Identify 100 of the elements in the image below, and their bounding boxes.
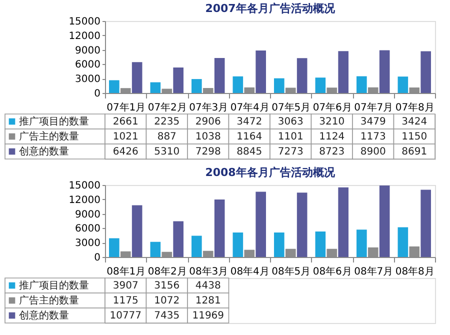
data-label: 3472	[236, 116, 262, 128]
data-label: 3063	[278, 116, 304, 128]
data-label: 1175	[112, 296, 138, 306]
bar	[338, 187, 348, 257]
bar	[274, 232, 284, 257]
data-label: 1164	[236, 132, 262, 142]
data-label: 5310	[154, 146, 180, 158]
bar	[109, 238, 120, 257]
data-label: 1150	[402, 132, 428, 142]
x-tick-label: 08年3月	[189, 266, 228, 278]
legend-label: 推广项目的数量	[19, 116, 89, 128]
legend-label: 推广项目的数量	[19, 280, 89, 292]
y-tick-label: 9000	[75, 45, 100, 56]
x-tick-label: 08年5月	[272, 266, 311, 278]
data-label: 7298	[195, 146, 221, 158]
data-label: 6426	[112, 146, 138, 158]
x-tick-label: 07年2月	[148, 102, 187, 114]
data-label: 3156	[154, 280, 180, 292]
x-tick-label: 07年3月	[189, 102, 228, 114]
x-tick-label: 08年1月	[106, 266, 146, 278]
data-label: 1173	[360, 132, 386, 142]
data-label: 3210	[319, 116, 345, 128]
y-tick-label: 6000	[75, 60, 100, 71]
y-tick-label: 3000	[75, 238, 100, 250]
x-tick-label: 08年6月	[312, 266, 352, 278]
bar	[274, 78, 284, 93]
data-label: 8900	[360, 146, 386, 158]
x-tick-label: 07年5月	[272, 102, 311, 114]
data-label: 3479	[360, 116, 386, 128]
data-label: 1072	[154, 296, 180, 306]
data-label: 3907	[112, 280, 138, 292]
data-label: 1281	[195, 296, 221, 306]
data-label: 2661	[112, 116, 138, 128]
x-tick-label: 08年2月	[148, 266, 187, 278]
legend-label: 广告主的数量	[19, 294, 79, 306]
bar	[256, 50, 266, 93]
bar	[296, 192, 308, 257]
chart-title: 2007年各月广告活动概况	[205, 2, 336, 15]
y-tick-label: 15000	[68, 16, 100, 28]
data-label: 887	[157, 132, 176, 142]
bar	[150, 242, 161, 257]
data-label: 2235	[154, 116, 180, 128]
data-label: 7273	[278, 146, 304, 158]
x-tick-label: 07年8月	[395, 102, 434, 114]
y-tick-label: 3000	[75, 74, 100, 86]
data-label: 4438	[195, 280, 221, 292]
y-tick-label: 9000	[75, 209, 100, 220]
x-tick-label: 07年6月	[312, 102, 352, 114]
legend-label: 创意的数量	[19, 310, 69, 322]
bar	[109, 80, 120, 93]
data-label: 1038	[195, 132, 221, 142]
data-label: 11969	[192, 310, 224, 322]
x-tick-label: 07年1月	[106, 102, 146, 114]
x-tick-label: 07年4月	[230, 102, 270, 114]
data-label: 2906	[195, 116, 221, 128]
x-tick-label: 08年7月	[354, 266, 394, 278]
bar	[420, 51, 431, 93]
bar	[232, 232, 244, 257]
legend-label: 创意的数量	[19, 146, 69, 158]
data-label: 3424	[402, 116, 428, 128]
y-tick-label: 12000	[68, 194, 100, 206]
bar	[356, 76, 367, 93]
bar	[132, 62, 142, 93]
bar	[315, 232, 326, 257]
y-tick-label: 0	[94, 252, 100, 264]
data-label: 7435	[154, 310, 180, 322]
bar	[192, 236, 202, 257]
bar	[232, 76, 244, 93]
bar	[296, 58, 308, 93]
y-tick-label: 6000	[75, 224, 100, 235]
bar	[173, 68, 184, 93]
bar	[338, 51, 348, 93]
bar	[398, 227, 408, 257]
y-tick-label: 0	[94, 88, 100, 100]
bar	[356, 230, 367, 257]
data-label: 8845	[236, 146, 262, 158]
bar	[379, 50, 390, 93]
bar	[192, 79, 202, 93]
data-label: 8723	[319, 146, 345, 158]
bar	[420, 190, 431, 257]
x-tick-label: 08年8月	[395, 266, 434, 278]
x-tick-label: 08年4月	[230, 266, 270, 278]
data-label: 1101	[278, 132, 304, 142]
bar	[132, 205, 142, 257]
y-tick-label: 12000	[68, 30, 100, 42]
data-label: 1124	[319, 132, 345, 142]
bar	[398, 76, 408, 93]
bar	[379, 185, 390, 257]
bar	[150, 82, 161, 93]
bar	[256, 192, 266, 257]
bar	[214, 200, 225, 257]
bar	[173, 221, 184, 257]
y-tick-label: 15000	[68, 180, 100, 192]
data-label: 10777	[110, 310, 142, 322]
data-label: 8691	[402, 146, 428, 158]
chart-title: 2008年各月广告活动概况	[205, 166, 336, 179]
x-tick-label: 07年7月	[354, 102, 394, 114]
legend-label: 广告主的数量	[19, 130, 79, 142]
bar	[315, 78, 326, 93]
bar	[214, 58, 225, 93]
